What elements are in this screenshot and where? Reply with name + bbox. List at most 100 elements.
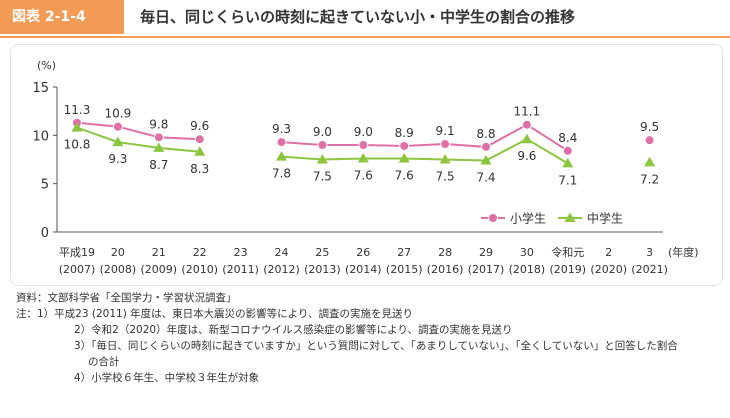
line-chart: (%) 0 5 10 15 平成19 (2007) 20 (2008) 21 (2009) 22 (20… bbox=[32, 59, 699, 276]
note-4: 4）小学校６年生、中学校３年生が対象 bbox=[74, 372, 260, 384]
data-label-elementary: 9.3 bbox=[272, 122, 291, 136]
x-tick-label: 2 bbox=[605, 246, 612, 259]
data-label-junior-high: 8.3 bbox=[190, 162, 209, 176]
notes-section: 資料：文部科学省「全国学力・学習状況調査」 注：1）平成23 (2011) 年度… bbox=[16, 290, 716, 386]
data-label-junior-high: 7.6 bbox=[395, 169, 414, 183]
x-tick-label-year: (2011) bbox=[222, 263, 259, 276]
legend-marker-elementary bbox=[488, 213, 498, 223]
y-tick-label: 5 bbox=[41, 178, 49, 193]
data-label-elementary: 8.4 bbox=[558, 131, 577, 145]
data-label-elementary: 10.9 bbox=[105, 107, 132, 121]
source-note: 資料：文部科学省「全国学力・学習状況調査」 bbox=[16, 292, 237, 304]
x-tick-label-year: (2009) bbox=[141, 263, 178, 276]
x-tick-label-year: (2017) bbox=[468, 263, 505, 276]
data-label-elementary: 9.5 bbox=[640, 120, 659, 134]
data-point-elementary bbox=[440, 139, 451, 150]
data-label-junior-high: 9.6 bbox=[517, 149, 536, 163]
data-label-elementary: 9.1 bbox=[436, 124, 455, 138]
data-point-junior-high bbox=[521, 133, 533, 144]
x-tick-label: 21 bbox=[152, 246, 166, 259]
y-tick-label: 0 bbox=[41, 226, 49, 241]
x-tick-label-year: (2021) bbox=[631, 263, 668, 276]
x-tick-label: 29 bbox=[479, 246, 493, 259]
data-point-junior-high bbox=[357, 153, 369, 163]
data-label-elementary: 9.6 bbox=[190, 119, 209, 133]
data-label-junior-high: 7.8 bbox=[272, 167, 291, 181]
data-point-elementary bbox=[358, 140, 369, 150]
x-tick-label-year: (2008) bbox=[100, 263, 137, 276]
data-label-elementary: 8.8 bbox=[476, 127, 495, 141]
x-tick-label: 24 bbox=[275, 246, 289, 259]
data-label-elementary: 11.1 bbox=[514, 105, 541, 119]
x-tick-label: 令和元 bbox=[551, 245, 584, 259]
x-tick-label-year: (2020) bbox=[590, 263, 627, 276]
data-point-junior-high bbox=[316, 154, 328, 164]
data-point-junior-high bbox=[644, 156, 656, 167]
figure-number-tag: 図表 2-1-4 bbox=[0, 0, 124, 34]
data-point-elementary bbox=[276, 137, 287, 148]
data-point-elementary bbox=[153, 132, 164, 143]
series-line-junior-high bbox=[76, 126, 200, 153]
data-label-junior-high: 7.6 bbox=[354, 169, 373, 183]
data-point-junior-high bbox=[71, 122, 83, 132]
y-tick-label: 10 bbox=[32, 129, 49, 144]
x-tick-label-year: (2019) bbox=[550, 263, 587, 276]
data-point-elementary bbox=[399, 140, 410, 151]
x-tick-label: 3 bbox=[646, 246, 653, 259]
y-axis-unit: (%) bbox=[37, 59, 56, 72]
data-label-junior-high: 10.8 bbox=[64, 138, 91, 152]
data-label-junior-high: 7.2 bbox=[640, 172, 659, 186]
data-point-junior-high bbox=[276, 151, 287, 161]
x-tick-label-year: (2016) bbox=[427, 263, 464, 276]
note-3-continued: の合計 bbox=[88, 356, 120, 368]
x-tick-label: 30 bbox=[520, 246, 534, 259]
data-label-elementary: 9.0 bbox=[354, 125, 373, 139]
legend-label-elementary: 小学生 bbox=[510, 211, 546, 226]
chart-panel: (%) 0 5 10 15 平成19 (2007) 20 (2008) 21 (2009) 22 (20… bbox=[10, 44, 723, 286]
data-point-elementary bbox=[521, 119, 532, 130]
x-tick-label-year: (2010) bbox=[181, 263, 218, 276]
x-tick-label: 23 bbox=[234, 246, 248, 259]
x-axis-unit: (年度) bbox=[668, 245, 699, 259]
data-label-junior-high: 7.1 bbox=[558, 173, 577, 187]
x-tick-label: 25 bbox=[315, 246, 329, 259]
data-label-junior-high: 7.5 bbox=[436, 170, 455, 184]
data-point-elementary bbox=[644, 135, 655, 146]
data-label-junior-high: 7.4 bbox=[476, 170, 495, 184]
x-tick-label: 22 bbox=[193, 246, 207, 259]
x-tick-label-year: (2014) bbox=[345, 263, 382, 276]
x-tick-label: 27 bbox=[397, 246, 411, 259]
data-label-junior-high: 8.7 bbox=[149, 158, 168, 172]
data-label-junior-high: 7.5 bbox=[313, 170, 332, 184]
data-point-elementary bbox=[194, 134, 205, 145]
series-line-elementary bbox=[76, 121, 200, 141]
data-label-junior-high: 9.3 bbox=[108, 152, 127, 166]
data-point-junior-high bbox=[439, 154, 451, 164]
figure-title: 毎日、同じくらいの時刻に起きていない小・中学生の割合の推移 bbox=[140, 8, 576, 26]
x-tick-label-year: (2013) bbox=[304, 263, 341, 276]
data-label-elementary: 8.9 bbox=[395, 126, 414, 140]
legend-marker-junior-high bbox=[564, 212, 576, 222]
x-tick-label-year: (2007) bbox=[59, 263, 96, 276]
data-point-junior-high bbox=[153, 142, 165, 152]
note-3: 3）「毎日、同じくらいの時刻に起きていますか」という質問に対して、「あまりしてい… bbox=[74, 340, 678, 352]
data-point-elementary bbox=[317, 140, 328, 150]
data-point-junior-high bbox=[112, 136, 124, 147]
note-2: 2）令和2（2020）年度は、新型コロナウイルス感染症の影響等により、調査の実施… bbox=[74, 324, 513, 336]
note-1: 注：1）平成23 (2011) 年度は、東日本大震災の影響等により、調査の実施を… bbox=[16, 308, 413, 320]
data-point-elementary bbox=[481, 141, 491, 152]
x-tick-label: 28 bbox=[438, 246, 452, 259]
series-line-elementary bbox=[281, 123, 569, 152]
data-point-junior-high bbox=[194, 146, 206, 156]
data-point-junior-high bbox=[562, 157, 574, 168]
data-label-elementary: 11.3 bbox=[64, 103, 91, 117]
x-tick-label: 26 bbox=[356, 246, 370, 259]
figure-header: 図表 2-1-4 毎日、同じくらいの時刻に起きていない小・中学生の割合の推移 bbox=[0, 0, 730, 38]
data-point-elementary bbox=[112, 121, 123, 132]
data-point-elementary bbox=[562, 145, 573, 156]
x-tick-label-year: (2012) bbox=[263, 263, 300, 276]
data-point-junior-high bbox=[480, 154, 492, 165]
x-tick-label: 平成19 bbox=[59, 246, 95, 259]
x-tick-label-year: (2018) bbox=[509, 263, 546, 276]
data-label-elementary: 9.0 bbox=[313, 125, 332, 139]
